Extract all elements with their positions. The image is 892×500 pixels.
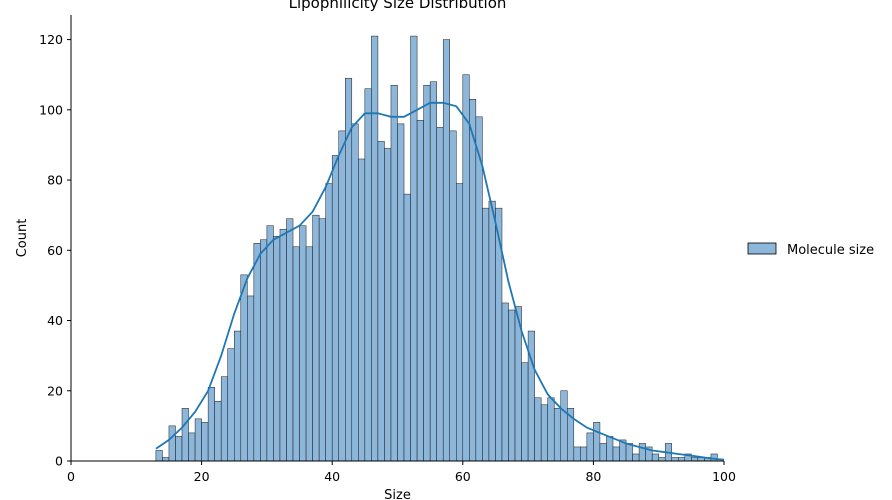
histogram-bar [593, 422, 601, 462]
y-tick-label: 60 [47, 243, 63, 258]
histogram-bar [234, 330, 242, 462]
x-axis-ticks: 0 20 40 60 80 100 [67, 461, 736, 484]
histogram-bar [286, 218, 294, 462]
histogram-bar [671, 457, 679, 462]
histogram-bar [580, 446, 588, 462]
histogram-bar [168, 425, 176, 462]
histogram-bar [390, 84, 398, 462]
histogram-bar [279, 228, 287, 462]
histogram-bar [436, 127, 444, 462]
histogram-bar [194, 418, 202, 462]
histogram-bar [364, 88, 372, 462]
histogram-bar [338, 130, 346, 462]
histogram-bar [632, 453, 640, 462]
histogram-bar [449, 130, 457, 462]
histogram-bar [501, 302, 509, 462]
y-tick-label: 120 [39, 32, 63, 47]
histogram-bar [462, 74, 470, 462]
histogram-bar [253, 243, 261, 462]
histogram-bar [397, 123, 405, 462]
histogram-bar [599, 443, 607, 462]
histogram-bar [508, 309, 516, 462]
histogram-bar [456, 183, 464, 462]
histogram-bar [691, 457, 699, 462]
y-tick-label: 0 [55, 454, 63, 469]
histogram-bar [586, 432, 594, 462]
histogram-bar [155, 450, 163, 462]
histogram-bar [214, 401, 222, 462]
histogram-bar [325, 183, 333, 462]
histogram-bar [547, 397, 555, 462]
x-tick-label: 40 [324, 469, 340, 484]
histogram-bar [318, 218, 326, 462]
x-tick-label: 80 [585, 469, 601, 484]
y-tick-label: 100 [39, 102, 63, 117]
x-axis-label: Size [384, 488, 411, 500]
y-tick-label: 80 [47, 173, 63, 188]
histogram-bar [351, 123, 359, 462]
legend-swatch [747, 242, 777, 255]
histogram-bar [553, 408, 561, 462]
histogram-bar [188, 432, 196, 462]
histogram-bar [162, 457, 170, 462]
histogram-bar [207, 387, 215, 462]
histogram-bar [521, 362, 529, 462]
histogram-bar [175, 436, 183, 462]
histogram-bar [377, 141, 385, 462]
histogram-bar [305, 246, 313, 462]
histogram-bars [155, 35, 718, 462]
histogram-bar [312, 214, 320, 462]
histogram-bar [625, 443, 633, 462]
histogram-bar [469, 99, 477, 462]
x-tick-label: 60 [455, 469, 471, 484]
histogram-bar [371, 35, 379, 462]
x-tick-label: 0 [67, 469, 75, 484]
histogram-bar [403, 193, 411, 462]
histogram-bar [606, 436, 614, 462]
histogram-bar [416, 120, 424, 462]
histogram-bar [292, 246, 300, 462]
histogram-bar [651, 453, 659, 462]
histogram-bar [227, 348, 235, 462]
y-tick-label: 20 [47, 383, 63, 398]
histogram-bar [560, 390, 568, 462]
legend-label: Molecule size [787, 243, 874, 258]
y-tick-label: 40 [47, 313, 63, 328]
histogram-bar [475, 116, 483, 462]
histogram-bar [273, 235, 281, 462]
histogram-bar [573, 446, 581, 462]
x-tick-label: 100 [712, 469, 736, 484]
histogram-bar [220, 376, 228, 462]
histogram-bar [201, 422, 209, 462]
histogram-bar [410, 35, 418, 462]
histogram-bar [429, 81, 437, 462]
legend: Molecule size [747, 242, 874, 258]
histogram-bar [534, 397, 542, 462]
histogram-bar [260, 239, 268, 462]
histogram-bar [488, 200, 496, 462]
histogram-bar [658, 457, 666, 462]
histogram-bar [299, 225, 307, 462]
histogram-bar [638, 443, 646, 462]
histogram-bar [678, 457, 686, 462]
y-axis-label: Count [15, 219, 30, 258]
histogram-bar [482, 207, 490, 462]
histogram-bar [266, 225, 274, 462]
histogram-bar [331, 155, 339, 462]
chart-title: Lipophilicity Size Distribution [289, 0, 507, 12]
histogram-bar [423, 84, 431, 462]
histogram-bar [358, 158, 366, 462]
histogram-bar [612, 446, 620, 462]
histogram-bar [247, 295, 255, 462]
histogram-bar [240, 274, 248, 462]
histogram-bar [181, 408, 189, 462]
kde-curve [155, 101, 725, 461]
histogram-bar [540, 404, 548, 462]
x-tick-label: 20 [194, 469, 210, 484]
histogram-bar [384, 148, 392, 462]
y-axis-ticks: 0 20 40 60 80 100 120 [39, 32, 71, 469]
